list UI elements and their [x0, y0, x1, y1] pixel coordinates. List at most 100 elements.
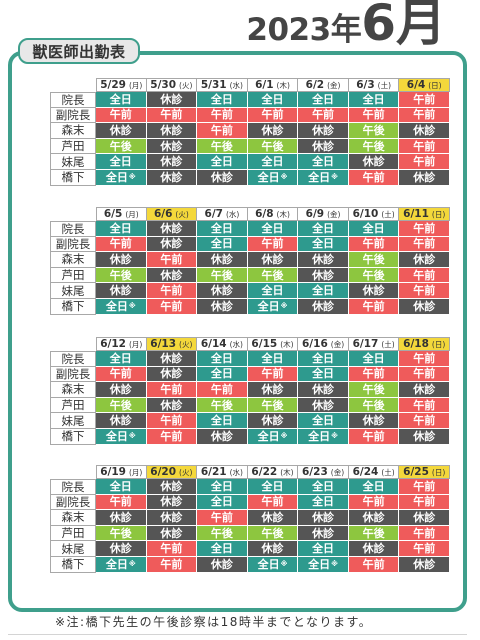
- date-header-cell: 6/12 (月): [96, 337, 147, 351]
- shift-cell: 午後: [348, 138, 400, 155]
- staff-name: 芦田: [50, 138, 96, 155]
- shift-cell: 全日: [197, 413, 248, 429]
- shift-cell: 休診: [96, 510, 147, 526]
- shift-cell: 全日 ※: [247, 298, 299, 315]
- shift-cell: 午前: [146, 283, 198, 299]
- weekday-label: (金): [327, 80, 341, 90]
- title-month: 6月: [361, 0, 446, 52]
- shift-cell: 休診: [146, 138, 198, 155]
- shift-cell: 休診: [298, 382, 349, 398]
- date-label: 6/18: [403, 338, 429, 350]
- shift-cell: 全日: [96, 221, 147, 237]
- shift-cell: 午前: [399, 494, 450, 511]
- weekday-label: (木): [280, 467, 294, 477]
- shift-cell: 休診: [298, 267, 349, 284]
- shift-cell: 午前: [96, 494, 147, 511]
- shift-cell: 全日: [348, 351, 400, 367]
- date-header-cell: 6/18 (日): [399, 337, 450, 351]
- weekday-label: (火): [179, 80, 193, 90]
- shift-cell: 午後: [197, 397, 248, 414]
- shift-cell: 午前: [96, 107, 147, 124]
- shift-cell: 全日 ※: [298, 169, 349, 186]
- shift-cell: 全日: [247, 479, 299, 495]
- shift-cell: 全日: [247, 92, 299, 108]
- shift-cell: 全日: [197, 221, 248, 237]
- date-header-cell: 6/11 (日): [399, 207, 450, 221]
- shift-cell: 休診: [96, 252, 147, 268]
- weekday-label: (金): [330, 339, 345, 349]
- date-label: 6/17: [352, 338, 379, 350]
- shift-cell: 午前: [399, 397, 450, 414]
- weekday-label: (日): [428, 80, 442, 90]
- shift-cell: 全日: [197, 236, 248, 253]
- staff-name: 森末: [50, 510, 96, 526]
- shift-cell: 休診: [197, 283, 248, 299]
- weekday-label: (金): [330, 467, 345, 477]
- staff-name: 院長: [50, 351, 96, 367]
- shift-cell: 午後: [247, 397, 299, 414]
- staff-name: 副院長: [50, 494, 96, 511]
- shift-cell: 休診: [399, 428, 450, 445]
- date-label: 5/31: [200, 79, 227, 91]
- shift-cell: 休診: [247, 541, 299, 557]
- shift-cell: 午前: [399, 366, 450, 383]
- date-label: 6/11: [403, 208, 429, 220]
- date-label: 6/1: [255, 79, 274, 91]
- shift-cell: 全日: [197, 494, 248, 511]
- date-header-cell: 6/25 (日): [399, 465, 450, 479]
- shift-cell: 休診: [146, 267, 198, 284]
- schedule-frame: [8, 51, 467, 612]
- weekday-label: (金): [327, 209, 341, 219]
- shift-cell: 休診: [298, 138, 349, 155]
- shift-cell: 午前: [399, 479, 450, 495]
- page-title: 2023年 6月: [246, 0, 446, 48]
- shift-cell: 全日: [298, 221, 349, 237]
- staff-name: 院長: [50, 221, 96, 237]
- shift-cell: 全日: [247, 283, 299, 299]
- shift-cell: 休診: [197, 252, 248, 268]
- staff-name: 副院長: [50, 236, 96, 253]
- shift-cell: 午前: [146, 428, 198, 445]
- shift-cell: 休診: [146, 510, 198, 526]
- date-label: 6/7: [204, 208, 223, 220]
- shift-cell: 休診: [96, 413, 147, 429]
- shift-cell: 午後: [197, 525, 248, 542]
- date-label: 6/10: [352, 208, 379, 220]
- title-year: 2023年: [246, 12, 362, 48]
- shift-cell: 午前: [399, 221, 450, 237]
- shift-cell: 全日: [197, 541, 248, 557]
- weekday-label: (水): [225, 209, 240, 219]
- shift-cell: 全日: [197, 351, 248, 367]
- shift-cell: 午前: [348, 298, 400, 315]
- shift-cell: 全日: [96, 154, 147, 170]
- shift-cell: 全日 ※: [247, 428, 299, 445]
- shift-cell: 休診: [399, 556, 450, 573]
- header-corner: [50, 207, 96, 221]
- weekday-label: (木): [276, 209, 290, 219]
- shift-cell: 全日 ※: [96, 298, 147, 315]
- date-header-cell: 6/23 (金): [298, 465, 349, 479]
- date-label: 5/30: [150, 79, 177, 91]
- date-header-cell: 6/9 (金): [298, 207, 349, 221]
- date-header-cell: 6/20 (火): [146, 465, 198, 479]
- shift-cell: 休診: [298, 510, 349, 526]
- shift-cell: 休診: [146, 123, 198, 139]
- date-header-cell: 5/31 (水): [197, 78, 248, 92]
- date-label: 6/21: [200, 466, 227, 478]
- date-header-cell: 6/4 (日): [399, 78, 450, 92]
- shift-cell: 全日 ※: [247, 556, 299, 573]
- staff-name: 芦田: [50, 267, 96, 284]
- shift-cell: 休診: [298, 298, 349, 315]
- shift-cell: 全日: [298, 92, 349, 108]
- date-label: 6/12: [100, 338, 126, 350]
- shift-cell: 午前: [399, 267, 450, 284]
- date-header-cell: 6/21 (水): [197, 465, 248, 479]
- shift-cell: 全日: [96, 479, 147, 495]
- shift-cell: 午前: [96, 236, 147, 253]
- shift-cell: 休診: [197, 298, 248, 315]
- date-label: 6/23: [302, 466, 328, 478]
- shift-cell: 全日: [247, 221, 299, 237]
- shift-cell: 午前: [348, 494, 400, 511]
- shift-cell: 午前: [146, 541, 198, 557]
- date-label: 6/20: [150, 466, 177, 478]
